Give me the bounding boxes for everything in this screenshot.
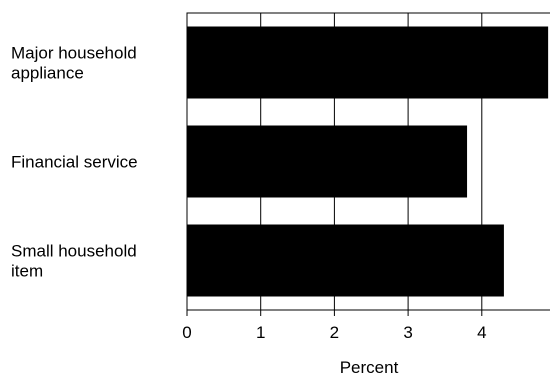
x-tick-label: 0 [182,323,191,342]
bar [187,225,504,297]
category-label: Small household item [11,242,137,281]
category-label: Major household appliance [11,44,137,83]
x-tick-label: 4 [477,323,486,342]
bar [187,27,548,99]
x-tick-labels: 012345 [182,310,550,342]
bar [187,126,467,198]
x-tick-label: 2 [330,323,339,342]
x-axis-title: Percent [340,358,399,377]
category-label: Financial service [11,153,138,172]
bars [187,27,548,297]
category-labels: Major household appliance Financial servic… [11,44,138,281]
x-tick-label: 3 [403,323,412,342]
x-tick-label: 1 [256,323,265,342]
